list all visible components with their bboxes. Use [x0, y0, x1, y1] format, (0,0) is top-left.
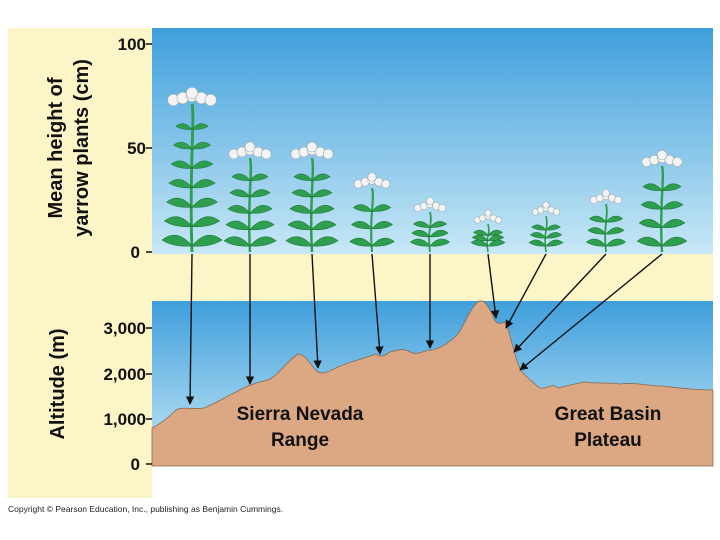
yarrow-plant-1	[161, 86, 223, 253]
top-ylabel-line1: Mean height of	[45, 77, 67, 218]
yarrow-plant-3	[285, 141, 339, 253]
yarrow-plant-4	[349, 172, 395, 253]
arrow-3	[311, 253, 322, 369]
arrow-1	[185, 253, 195, 405]
yarrow-plant-8	[585, 188, 627, 253]
arrow-9	[519, 253, 663, 371]
arrow-7	[505, 253, 547, 329]
bottom-tick-2000: 2,000	[103, 365, 146, 384]
yarrow-plant-6	[470, 209, 506, 253]
yarrow-plants	[161, 86, 688, 253]
bottom-tick-1000: 1,000	[103, 410, 146, 429]
mountain-profile	[151, 300, 714, 467]
top-ylabel-line2: yarrow plants (cm)	[71, 59, 93, 237]
top-tick-100: 100	[118, 35, 146, 54]
top-panel-sky	[152, 28, 713, 254]
region-basin-line1: Great Basin	[555, 404, 662, 425]
arrow-6	[487, 253, 500, 319]
yarrow-plant-5	[409, 196, 451, 253]
separator-band	[8, 254, 713, 301]
yarrow-plant-7	[528, 201, 564, 253]
bottom-tick-0: 0	[131, 455, 140, 474]
top-tick-0: 0	[131, 243, 140, 262]
yarrow-plant-2	[223, 141, 277, 253]
copyright-notice: Copyright © Pearson Education, Inc., pub…	[8, 504, 284, 514]
yarrow-plant-9	[636, 149, 688, 253]
region-basin-line2: Plateau	[574, 430, 642, 451]
bottom-ylabel: Altitude (m)	[47, 328, 69, 439]
altitude-arrows	[185, 253, 663, 405]
region-sierra-line1: Sierra Nevada	[237, 404, 364, 425]
top-tick-50: 50	[127, 139, 146, 158]
arrow-4	[371, 253, 384, 355]
arrow-8	[513, 253, 607, 353]
region-sierra-line2: Range	[271, 430, 329, 451]
bottom-tick-3000: 3,000	[103, 319, 146, 338]
